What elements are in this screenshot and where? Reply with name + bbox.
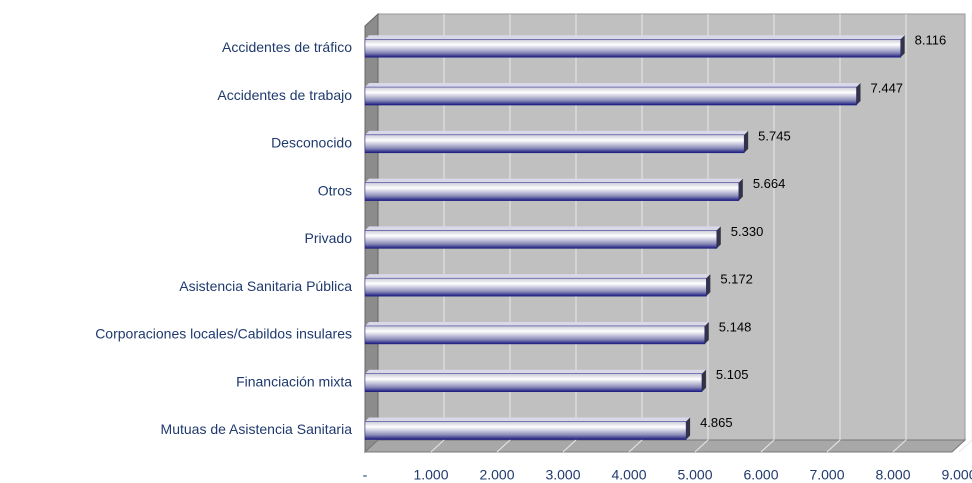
floor-grid-line	[694, 439, 709, 453]
bar-end	[704, 321, 709, 344]
value-label: 5.172	[720, 272, 753, 287]
bar-end	[856, 83, 861, 106]
category-label: Mutuas de Asistencia Sanitaria	[161, 421, 353, 437]
floor-grid-line	[760, 439, 775, 453]
value-label: 5.330	[731, 224, 764, 239]
category-label: Financiación mixta	[236, 373, 352, 389]
bar-top	[365, 417, 691, 422]
category-label: Accidentes de tráfico	[222, 39, 352, 55]
floor-grid-line	[430, 439, 445, 453]
x-tick-label: 6.000	[743, 467, 778, 483]
bar-end	[900, 35, 905, 58]
floor-grid-line	[628, 439, 643, 453]
bar-top	[365, 321, 709, 326]
bar-top	[365, 130, 749, 135]
value-label: 5.148	[719, 319, 752, 334]
bar-end	[744, 130, 749, 153]
floor-grid-line	[958, 439, 972, 453]
bar-top	[365, 226, 721, 231]
bar	[364, 86, 857, 106]
bar-top	[365, 35, 905, 40]
x-tick-label: 9.000	[941, 467, 972, 483]
category-label: Privado	[305, 230, 353, 246]
value-label: 5.664	[753, 176, 786, 191]
bar-end	[706, 274, 711, 297]
value-label: 5.745	[758, 128, 791, 143]
bar	[364, 182, 740, 201]
value-label: 5.105	[716, 367, 749, 382]
bar-end	[686, 417, 691, 440]
floor-grid-line	[562, 439, 577, 453]
bar	[364, 277, 707, 297]
x-tick-label: 1.000	[413, 467, 448, 483]
value-label: 4.865	[700, 415, 733, 430]
floor-grid-line	[826, 439, 841, 453]
bar	[364, 325, 706, 345]
value-label: 7.447	[871, 80, 904, 95]
x-tick-label: 4.000	[611, 467, 646, 483]
bar-top	[365, 369, 706, 374]
bar	[364, 39, 901, 58]
bar-end	[716, 226, 721, 249]
category-label: Accidentes de trabajo	[217, 87, 352, 103]
bar	[364, 421, 687, 440]
floor	[363, 439, 967, 453]
x-tick-label: -	[363, 467, 368, 483]
category-label: Asistencia Sanitaria Pública	[179, 278, 352, 294]
category-label: Corporaciones locales/Cabildos insulares	[95, 326, 352, 342]
floor-grid-line	[892, 439, 907, 453]
bar-end	[701, 369, 706, 392]
x-tick-label: 8.000	[875, 467, 910, 483]
bar	[364, 373, 703, 392]
x-tick-label: 7.000	[809, 467, 844, 483]
floor-grid-line	[496, 439, 511, 453]
value-label: 8.116	[915, 33, 947, 48]
category-label: Desconocido	[271, 135, 352, 151]
category-label: Otros	[318, 182, 352, 198]
bar-end	[738, 178, 743, 201]
bar-top	[365, 83, 861, 88]
x-tick-label: 3.000	[545, 467, 580, 483]
bar-top	[365, 274, 711, 279]
x-tick-label: 5.000	[677, 467, 712, 483]
bar	[364, 134, 745, 154]
bar	[364, 230, 718, 249]
bar-top	[365, 178, 743, 183]
x-tick-label: 2.000	[479, 467, 514, 483]
